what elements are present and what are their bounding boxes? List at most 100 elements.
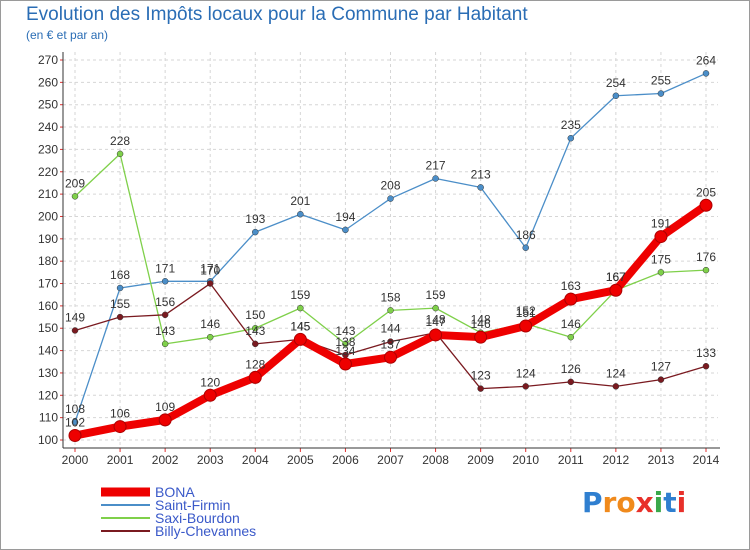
data-label: 209 xyxy=(65,176,85,190)
data-label: 176 xyxy=(696,250,716,264)
data-point xyxy=(116,150,124,158)
data-point xyxy=(474,330,488,344)
data-point xyxy=(158,413,172,427)
data-label: 106 xyxy=(110,407,130,421)
logo-letter: i xyxy=(676,486,687,519)
series-billy-chevannes xyxy=(71,280,710,392)
data-label: 145 xyxy=(290,319,310,333)
data-label: 143 xyxy=(155,324,175,338)
data-point xyxy=(248,370,262,384)
data-point xyxy=(567,333,575,341)
data-label: 138 xyxy=(335,335,355,349)
data-label: 146 xyxy=(200,317,220,331)
y-tick-label: 160 xyxy=(38,299,58,313)
x-tick-label: 2010 xyxy=(512,453,539,467)
data-point xyxy=(68,429,82,443)
x-tick-label: 2009 xyxy=(467,453,494,467)
data-label: 168 xyxy=(110,268,130,282)
y-tick-label: 180 xyxy=(38,254,58,268)
x-tick-label: 2008 xyxy=(422,453,449,467)
data-label: 235 xyxy=(561,118,581,132)
data-label: 194 xyxy=(335,210,355,224)
y-tick-label: 240 xyxy=(38,120,58,134)
y-tick-label: 190 xyxy=(38,232,58,246)
x-tick-label: 2003 xyxy=(197,453,224,467)
data-label: 254 xyxy=(606,76,626,90)
data-point xyxy=(477,184,484,191)
x-tick-label: 2002 xyxy=(152,453,179,467)
data-label: 143 xyxy=(245,324,265,338)
legend-label: Billy-Chevannes xyxy=(155,523,256,539)
logo-letter: o xyxy=(616,486,636,519)
data-point xyxy=(297,304,304,312)
data-label: 148 xyxy=(471,313,491,327)
logo-letter: P xyxy=(582,486,603,519)
data-point xyxy=(477,385,484,392)
data-label: 102 xyxy=(65,416,85,430)
data-point xyxy=(113,420,127,434)
grid-lines xyxy=(63,52,718,447)
data-point xyxy=(206,280,214,287)
proxiti-logo: Proxiti xyxy=(582,486,686,519)
data-label: 146 xyxy=(561,317,581,331)
data-point xyxy=(567,378,575,386)
legend-label: Saint-Firmin xyxy=(155,497,230,513)
x-tick-label: 2013 xyxy=(648,453,675,467)
data-label: 133 xyxy=(696,346,716,360)
logo-letter: i xyxy=(653,486,664,519)
data-label: 137 xyxy=(380,337,400,351)
data-point xyxy=(612,383,620,390)
y-tick-label: 120 xyxy=(38,388,58,402)
data-point xyxy=(432,175,439,182)
data-label: 175 xyxy=(651,252,671,266)
data-point xyxy=(342,340,349,348)
data-label: 255 xyxy=(651,74,671,88)
legend-label: BONA xyxy=(155,484,195,500)
data-point xyxy=(71,327,79,334)
y-tick-label: 210 xyxy=(38,187,58,201)
data-label: 228 xyxy=(110,134,130,148)
data-label: 146 xyxy=(471,317,491,331)
data-point xyxy=(293,332,307,346)
data-label: 147 xyxy=(426,315,446,329)
y-tick-label: 220 xyxy=(38,165,58,179)
data-label: 156 xyxy=(155,295,175,309)
data-point xyxy=(522,383,529,390)
data-label: 191 xyxy=(651,217,671,231)
data-point xyxy=(206,333,214,341)
data-point xyxy=(522,244,529,252)
data-point xyxy=(384,350,397,364)
data-label: 171 xyxy=(200,261,220,275)
x-tick-label: 2001 xyxy=(107,453,134,467)
logo-letter: t xyxy=(663,486,677,519)
data-label: 208 xyxy=(380,179,400,193)
data-point xyxy=(699,198,713,212)
data-point xyxy=(657,376,665,383)
data-label: 152 xyxy=(516,304,536,318)
x-tick-label: 2012 xyxy=(603,453,630,467)
x-tick-label: 2000 xyxy=(62,453,89,467)
y-tick-label: 130 xyxy=(38,366,58,380)
data-label: 205 xyxy=(696,185,716,199)
data-label: 123 xyxy=(471,369,491,383)
x-tick-label: 2014 xyxy=(693,453,720,467)
data-point xyxy=(387,195,394,202)
data-label: 193 xyxy=(245,212,265,226)
data-point xyxy=(387,307,394,314)
data-label: 151 xyxy=(516,306,536,320)
data-point xyxy=(116,284,124,292)
data-point xyxy=(702,266,710,274)
data-point xyxy=(297,210,304,218)
data-point xyxy=(116,313,124,321)
data-point xyxy=(657,269,665,276)
x-tick-label: 2011 xyxy=(558,453,584,467)
data-point xyxy=(564,292,578,306)
y-tick-label: 100 xyxy=(38,433,58,447)
data-label: 109 xyxy=(155,400,175,414)
data-label: 128 xyxy=(245,357,265,371)
data-label: 213 xyxy=(471,167,491,181)
data-label: 134 xyxy=(335,344,355,358)
data-point xyxy=(387,338,394,345)
data-point xyxy=(702,362,710,370)
